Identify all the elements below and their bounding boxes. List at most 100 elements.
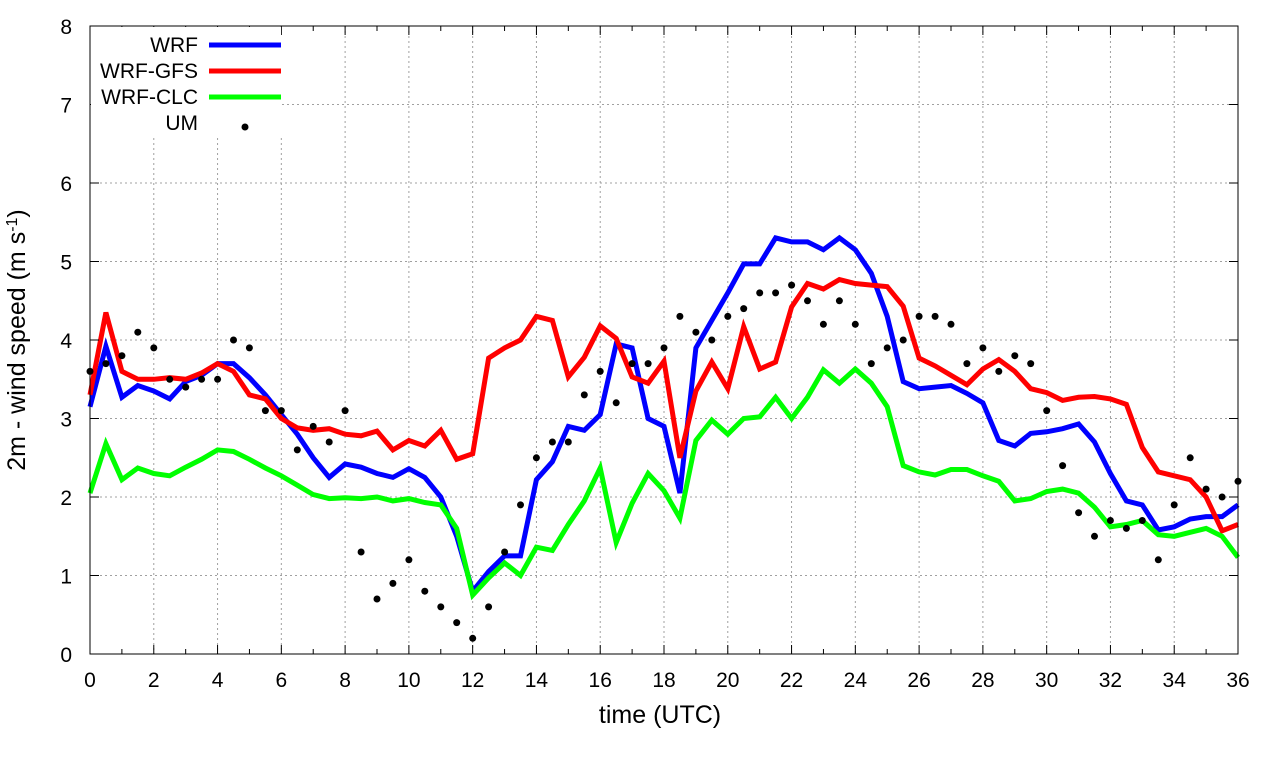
y-tick-label: 2 (60, 487, 72, 510)
x-tick-label: 16 (589, 669, 612, 692)
series-point-um (182, 383, 190, 391)
x-tick-label: 24 (844, 669, 868, 692)
series-point-um (548, 438, 556, 446)
series-point-um (1154, 556, 1162, 564)
series-point-um (1091, 532, 1098, 540)
x-tick-label: 34 (1163, 669, 1187, 692)
x-tick-label: 2 (148, 669, 160, 692)
series-point-um (501, 548, 509, 556)
series-point-um (261, 407, 269, 415)
series-point-um (277, 407, 285, 415)
series-point-um (835, 297, 843, 305)
series-point-um (453, 619, 461, 627)
series-point-um (405, 556, 413, 564)
x-tick-label: 4 (212, 669, 224, 692)
y-axis-label-tail: ) (3, 209, 31, 217)
series-point-um (245, 344, 253, 352)
legend-label-wrf-gfs: WRF-GFS (100, 60, 198, 83)
series-point-um (724, 312, 732, 320)
series-point-um (230, 336, 237, 344)
legend-swatch-um (241, 123, 249, 131)
series-point-um (708, 336, 716, 344)
series-point-um (644, 360, 652, 368)
legend: WRF WRF-GFS WRF-CLC UM (91, 27, 281, 137)
series-layer (86, 234, 1242, 642)
series-point-um (804, 297, 811, 305)
x-tick-label: 28 (971, 669, 994, 692)
series-point-um (389, 579, 397, 587)
series-point-um (899, 336, 907, 344)
series-point-um (995, 367, 1003, 375)
y-tick-label: 0 (60, 644, 72, 667)
x-axis-label: time (UTC) (599, 701, 721, 729)
x-tick-label: 32 (1099, 669, 1122, 692)
series-point-um (915, 312, 923, 320)
series-point-um (1043, 407, 1051, 415)
series-line-wrf (87, 234, 1240, 597)
series-point-um (979, 344, 987, 352)
series-point-um (309, 422, 317, 430)
series-point-um (293, 446, 301, 454)
series-point-um (325, 438, 333, 446)
series-point-um (341, 407, 349, 415)
series-point-um (214, 375, 222, 383)
series-point-um (1106, 517, 1114, 524)
x-tick-label: 30 (1035, 669, 1058, 692)
series-point-um (867, 360, 875, 368)
series-point-um (1170, 501, 1178, 509)
series-point-um (102, 360, 110, 368)
series-point-um (373, 595, 381, 603)
series-point-um (883, 344, 891, 352)
series-point-um (564, 438, 572, 446)
y-axis-label-sup: -1 (4, 217, 21, 231)
grid (90, 26, 1238, 654)
series-point-um (421, 587, 429, 595)
series-point-um (692, 328, 700, 336)
series-point-um (517, 501, 524, 509)
x-tick-label: 18 (652, 669, 675, 692)
x-tick-label: 0 (84, 669, 96, 692)
legend-label-wrf-clc: WRF-CLC (101, 86, 198, 109)
series-point-um (596, 367, 604, 375)
series-point-um (628, 360, 636, 368)
series-point-um (532, 454, 540, 462)
x-tick-label: 22 (780, 669, 803, 692)
series-point-um (198, 375, 206, 383)
series-point-um (1218, 493, 1226, 501)
x-tick-label: 26 (907, 669, 930, 692)
series-point-um (1027, 360, 1035, 368)
series-point-um (788, 281, 796, 289)
series-point-um (660, 344, 668, 352)
series-point-um (150, 344, 158, 352)
y-tick-label: 1 (60, 566, 72, 589)
series-point-um (740, 305, 748, 313)
series-point-um (485, 603, 493, 611)
x-tick-label: 20 (716, 669, 739, 692)
x-tick-label: 10 (397, 669, 420, 692)
series-point-um (437, 603, 445, 611)
x-tick-label: 6 (275, 669, 287, 692)
series-point-um (963, 360, 971, 368)
series-point-um (931, 312, 939, 320)
series-point-um (1202, 485, 1210, 493)
x-tick-label: 12 (461, 669, 484, 692)
y-tick-label: 6 (60, 173, 72, 196)
series-point-um (134, 328, 142, 336)
series-point-um (819, 320, 827, 328)
series-line-wrf-gfs (87, 276, 1239, 534)
series-point-um (469, 634, 477, 642)
series-point-um (1059, 462, 1067, 470)
series-point-um (357, 548, 365, 556)
series-point-um (118, 352, 126, 360)
series-point-um (1011, 352, 1019, 360)
legend-label-wrf: WRF (150, 34, 198, 57)
y-tick-label: 4 (60, 330, 72, 353)
y-tick-label: 7 (60, 95, 72, 118)
series-point-um (676, 312, 684, 320)
series-point-um (1186, 454, 1194, 462)
legend-label-um: UM (165, 112, 198, 135)
series-point-um (1138, 517, 1146, 524)
series-point-um (580, 391, 588, 399)
